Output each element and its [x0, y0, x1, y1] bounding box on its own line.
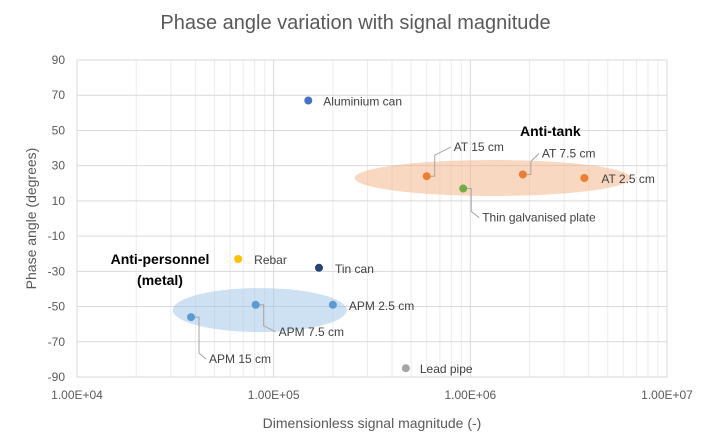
data-point	[304, 96, 313, 105]
data-point	[518, 170, 527, 179]
data-point	[328, 300, 337, 309]
data-label: Thin galvanised plate	[482, 211, 596, 225]
leader-line	[194, 316, 207, 360]
data-label: APM 2.5 cm	[349, 299, 414, 313]
data-label: APM 7.5 cm	[279, 325, 344, 339]
y-tick-label: 30	[52, 159, 66, 173]
data-point	[459, 184, 468, 193]
anti-personnel-label: Anti-personnel (metal)	[111, 251, 210, 288]
leader-line	[258, 304, 276, 333]
y-tick-label: -10	[48, 229, 66, 243]
anti-tank-label: Anti-tank	[520, 123, 581, 139]
x-tick-label: 1.00E+07	[641, 388, 693, 402]
y-tick-label: -70	[48, 335, 66, 349]
data-point	[580, 173, 589, 182]
anti-tank-ellipse	[354, 159, 631, 196]
leader-line	[466, 188, 480, 218]
data-label: Lead pipe	[420, 362, 473, 376]
y-tick-label: -30	[48, 264, 66, 278]
data-label: APM 15 cm	[209, 352, 271, 366]
data-label: Rebar	[254, 253, 287, 267]
x-tick-label: 1.00E+06	[444, 388, 496, 402]
data-point	[401, 364, 410, 373]
x-tick-label: 1.00E+04	[51, 388, 103, 402]
x-tick-label: 1.00E+05	[248, 388, 300, 402]
data-point	[422, 172, 431, 181]
data-point	[234, 255, 243, 264]
chart-title: Phase angle variation with signal magnit…	[160, 12, 551, 34]
y-tick-label: -50	[48, 300, 66, 314]
leader-line	[429, 146, 451, 177]
data-label: AT 2.5 cm	[601, 172, 655, 186]
data-label: AT 7.5 cm	[542, 146, 596, 160]
data-label: Tin can	[335, 262, 374, 276]
y-tick-label: 10	[52, 194, 66, 208]
data-point	[251, 300, 260, 309]
data-point	[187, 313, 196, 322]
anti-personnel-ellipse	[172, 288, 347, 333]
x-axis-title: Dimensionless signal magnitude (-)	[263, 415, 482, 431]
y-tick-label: 90	[52, 53, 66, 67]
data-point	[314, 263, 323, 272]
y-tick-label: 70	[52, 88, 66, 102]
data-label: AT 15 cm	[454, 140, 504, 154]
y-tick-label: 50	[52, 123, 66, 137]
y-axis-title: Phase angle (degrees)	[23, 148, 39, 290]
leader-line	[525, 153, 540, 175]
data-label: Aluminium can	[323, 95, 402, 109]
y-tick-label: -90	[48, 370, 66, 384]
